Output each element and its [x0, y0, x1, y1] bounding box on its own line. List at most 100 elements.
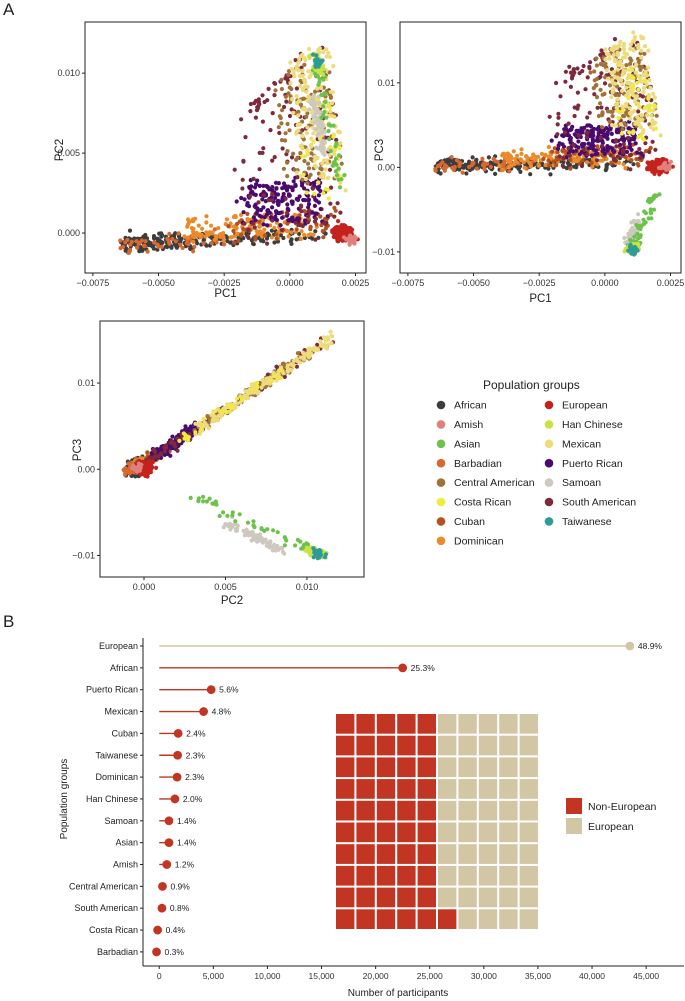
waffle-cell [376, 779, 396, 799]
scatter-point [567, 128, 573, 133]
waffle-cell [336, 844, 355, 864]
waffle-cell [499, 800, 518, 821]
scatter-point [637, 104, 642, 110]
scatter-point [129, 239, 134, 244]
scatter-point [239, 397, 245, 402]
scatter-point [185, 235, 190, 240]
scatter-point [275, 530, 280, 535]
scatter-point [615, 97, 620, 102]
scatter-point [316, 235, 321, 240]
scatter-point [605, 144, 610, 149]
legend-label: Amish [454, 419, 483, 431]
scatter-point [539, 151, 545, 156]
percent-label: 2.3% [186, 750, 206, 760]
scatter-point [306, 166, 312, 171]
scatter-point [628, 46, 633, 52]
scatter-point [457, 163, 462, 169]
scatter-point [566, 121, 571, 126]
panel-label-b: B [3, 612, 14, 631]
scatter-point [441, 166, 446, 171]
scatter-point [331, 134, 336, 139]
scatter-point [598, 101, 603, 106]
scatter-point [302, 352, 307, 357]
scatter-point [615, 108, 620, 113]
scatter-point [604, 68, 610, 73]
scatter-point [239, 233, 244, 238]
scatter-point [221, 238, 226, 243]
scatter-point [143, 239, 148, 244]
scatter-point [574, 148, 579, 153]
scatter-point [298, 122, 303, 127]
scatter-point [312, 158, 317, 163]
scatter-point [584, 160, 590, 165]
scatter-point [145, 468, 150, 473]
legend-swatch [436, 420, 446, 429]
category-label: Han Chinese [86, 794, 138, 804]
scatter-point [336, 166, 341, 171]
scatter-point [321, 77, 326, 82]
scatter-point [197, 431, 202, 436]
scatter-point [241, 528, 246, 534]
scatter-point [613, 138, 619, 143]
scatter-point [613, 123, 619, 128]
scatter-point [336, 153, 342, 158]
scatter-point [337, 231, 342, 237]
scatter-point [334, 137, 339, 143]
scatter-point [318, 166, 323, 171]
scatter-point [653, 147, 658, 152]
percent-label: 0.9% [170, 881, 190, 891]
scatter-point [288, 80, 293, 86]
scatter-point [282, 535, 287, 540]
scatter-point [313, 111, 318, 116]
scatter-point [633, 141, 638, 146]
scatter-point [316, 100, 322, 105]
scatter-point [293, 58, 298, 63]
scatter-point [283, 196, 288, 201]
scatter-point [327, 167, 333, 172]
waffle-cell [376, 735, 396, 756]
scatter-point [636, 119, 641, 124]
scatter-point [588, 70, 593, 75]
y-tick-label: −0.01 [72, 550, 95, 560]
scatter-point [162, 449, 167, 454]
scatter-point [309, 136, 314, 141]
scatter-point [620, 104, 625, 109]
scatter-point [125, 237, 130, 243]
scatter-point [290, 201, 295, 206]
lollipop-dot [152, 947, 161, 957]
scatter-point [232, 240, 237, 245]
scatter-point [298, 203, 304, 208]
scatter-point [289, 67, 294, 72]
waffle-cell [376, 822, 396, 843]
scatter-point [279, 86, 284, 92]
scatter-point [253, 115, 258, 120]
scatter-point [269, 228, 274, 233]
scatter-point [212, 227, 217, 232]
waffle-cell [376, 887, 396, 908]
scatter-point [323, 167, 328, 172]
lollipop-dot [153, 925, 163, 935]
scatter-point [193, 430, 198, 435]
waffle-cell [478, 822, 498, 843]
scatter-point [247, 194, 253, 199]
scatter-point [568, 163, 573, 168]
scatter-point [607, 83, 613, 88]
scatter-point [598, 74, 603, 79]
scatter-point [322, 152, 327, 157]
scatter-point [307, 348, 312, 353]
scatter-point [612, 57, 617, 62]
scatter-point [314, 53, 319, 58]
scatter-point [332, 214, 337, 219]
scatter-point [576, 103, 581, 108]
scatter-point [297, 213, 302, 218]
scatter-point [621, 136, 626, 141]
scatter-point [336, 225, 341, 230]
y-tick-label: 0.01 [377, 78, 395, 88]
legend-label: Barbadian [454, 458, 502, 470]
waffle-cell [336, 909, 355, 929]
scatter-point [613, 81, 618, 86]
scatter-point [308, 232, 313, 237]
scatter-point [640, 130, 645, 135]
scatter-point [650, 196, 655, 201]
